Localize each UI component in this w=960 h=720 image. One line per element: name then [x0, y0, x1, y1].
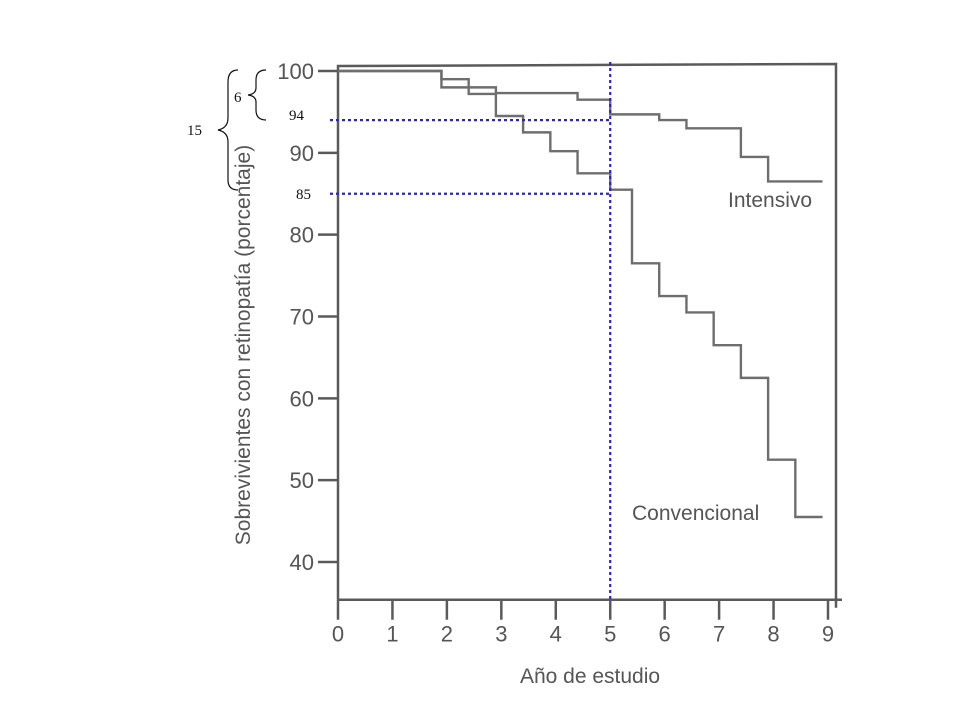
x-tick-label: 4: [550, 622, 562, 647]
series-line-convencional: [338, 69, 823, 519]
series-label-intensivo: Intensivo: [728, 189, 812, 212]
x-tick-label: 0: [332, 622, 344, 647]
series-group: [338, 69, 823, 519]
brace-6: [247, 69, 267, 121]
x-tick-label: 3: [495, 622, 507, 647]
annotation-85: 85: [296, 187, 311, 203]
x-tick-label: 8: [767, 622, 779, 647]
x-axis-title: Año de estudio: [520, 665, 660, 688]
y-axis-title: Sobrevivientes con retinopatía (porcenta…: [232, 145, 255, 545]
y-tick-label: 70: [290, 305, 314, 330]
guide-lines: [330, 62, 612, 600]
y-tick-label: 80: [290, 223, 314, 248]
x-tick-label: 9: [822, 622, 834, 647]
series-line-intensivo: [338, 69, 823, 183]
y-tick-label: 50: [290, 468, 314, 493]
x-tick-label: 6: [659, 622, 671, 647]
y-tick-label: 100: [277, 59, 314, 84]
annotation-6: 6: [234, 90, 242, 106]
x-tick-label: 2: [441, 622, 453, 647]
x-tick-label: 7: [713, 622, 725, 647]
x-axis: 0 1 2 3 4 5 6 7 8 9: [332, 599, 834, 647]
y-tick-label: 40: [290, 550, 314, 575]
x-tick-label: 1: [386, 622, 398, 647]
x-tick-label: 5: [604, 622, 616, 647]
y-tick-label: 90: [290, 141, 314, 166]
annotation-15: 15: [187, 123, 202, 139]
brace-15: [217, 69, 239, 191]
y-axis: 40 50 60 70 80 90 100: [277, 59, 338, 575]
plot-border: [336, 62, 838, 608]
series-label-convencional: Convencional: [632, 502, 759, 525]
plot-frame: [336, 62, 842, 608]
annotation-94: 94: [289, 108, 305, 124]
y-tick-label: 60: [290, 386, 314, 411]
